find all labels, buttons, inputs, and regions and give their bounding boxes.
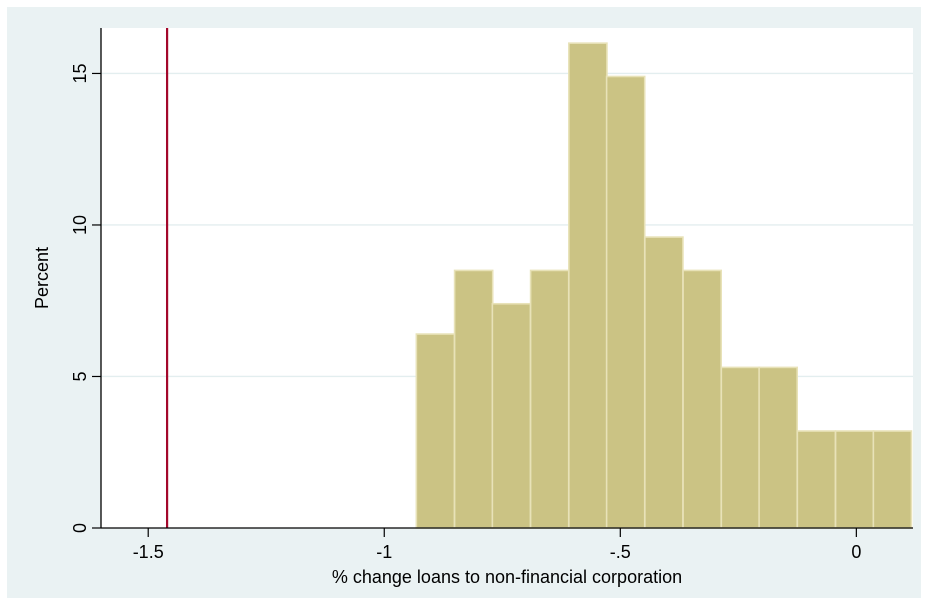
histogram-bar — [491, 302, 532, 529]
histogram-chart: -1.5 -1 -.5 0 0 5 10 15 % change loans to non-… — [32, 28, 913, 587]
x-axis-ticks: -1.5 -1 -.5 0 — [133, 528, 861, 562]
histogram-bar — [568, 42, 608, 529]
histogram-bar — [758, 366, 798, 529]
histogram-bar — [453, 269, 494, 529]
axes — [100, 28, 913, 529]
histogram-bar — [834, 430, 875, 529]
y-axis-title: Percent — [32, 247, 52, 309]
x-tick-label: 0 — [851, 542, 861, 562]
histogram-bar — [644, 236, 684, 529]
x-tick-label: -1 — [376, 542, 392, 562]
histogram-bar — [872, 430, 913, 529]
y-tick-label: 10 — [70, 215, 90, 235]
x-tick-label: -1.5 — [133, 542, 164, 562]
y-tick-label: 0 — [70, 523, 90, 533]
y-axis-ticks: 0 5 10 15 — [70, 63, 101, 533]
histogram-bar — [605, 75, 646, 529]
x-tick-label: -.5 — [610, 542, 631, 562]
histogram-bar — [796, 430, 837, 529]
chart-frame: -1.5 -1 -.5 0 0 5 10 15 % change loans to non-… — [7, 7, 921, 598]
x-axis-title: % change loans to non-financial corporat… — [332, 567, 682, 587]
histogram-bar — [682, 269, 722, 529]
y-tick-label: 5 — [70, 371, 90, 381]
histogram-bar — [415, 333, 456, 529]
histogram-bar — [720, 366, 761, 529]
y-tick-label: 15 — [70, 63, 90, 83]
histogram-bars — [415, 42, 913, 529]
histogram-bar — [529, 269, 570, 529]
